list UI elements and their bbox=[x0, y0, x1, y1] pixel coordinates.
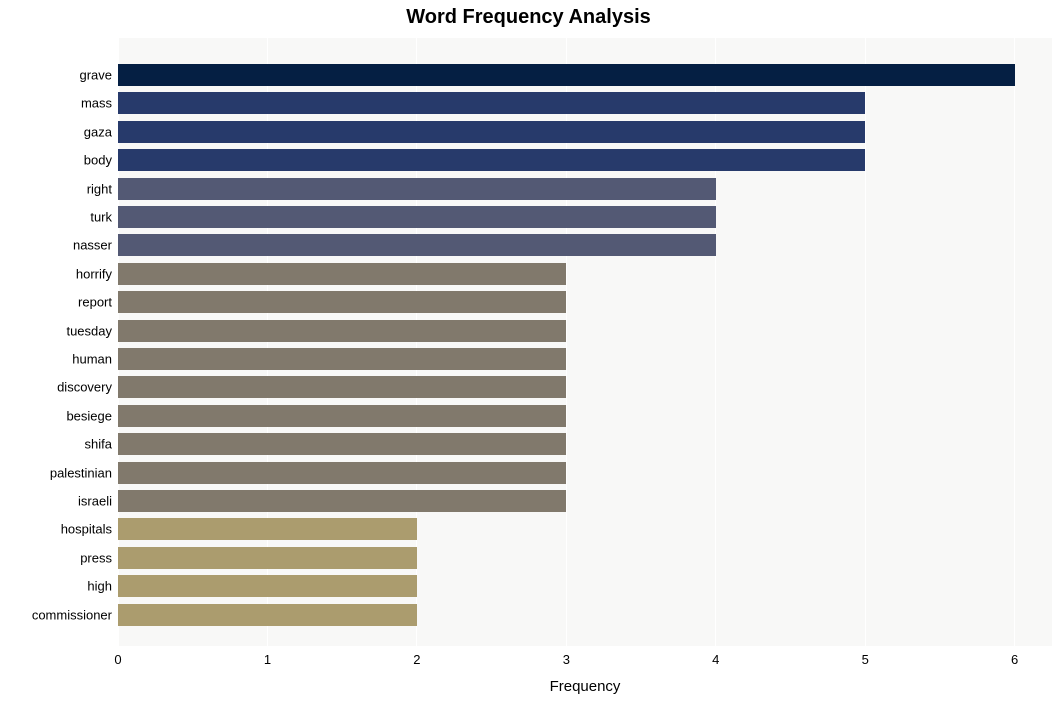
bar bbox=[118, 462, 566, 484]
bar bbox=[118, 348, 566, 370]
y-tick-label: press bbox=[80, 550, 112, 565]
bar bbox=[118, 547, 417, 569]
x-tick-label: 4 bbox=[712, 652, 719, 667]
bar bbox=[118, 405, 566, 427]
y-tick-label: palestinian bbox=[50, 465, 112, 480]
y-tick-label: commissioner bbox=[32, 607, 112, 622]
x-tick-label: 2 bbox=[413, 652, 420, 667]
bar bbox=[118, 234, 716, 256]
y-tick-label: hospitals bbox=[61, 522, 112, 537]
y-tick-label: report bbox=[78, 295, 112, 310]
bar bbox=[118, 604, 417, 626]
bar bbox=[118, 178, 716, 200]
gridline bbox=[1014, 38, 1015, 646]
x-tick-label: 6 bbox=[1011, 652, 1018, 667]
bar bbox=[118, 490, 566, 512]
y-tick-label: turk bbox=[90, 210, 112, 225]
bar bbox=[118, 575, 417, 597]
y-tick-label: grave bbox=[79, 68, 112, 83]
bar bbox=[118, 206, 716, 228]
x-axis-label: Frequency bbox=[550, 678, 621, 695]
y-tick-label: israeli bbox=[78, 494, 112, 509]
bar bbox=[118, 518, 417, 540]
y-tick-label: horrify bbox=[76, 266, 112, 281]
bar bbox=[118, 121, 865, 143]
y-tick-label: nasser bbox=[73, 238, 112, 253]
bar bbox=[118, 433, 566, 455]
bar bbox=[118, 92, 865, 114]
y-tick-label: right bbox=[87, 181, 112, 196]
chart-container: Word Frequency Analysis Frequency 012345… bbox=[0, 0, 1057, 701]
y-tick-label: body bbox=[84, 153, 112, 168]
bar bbox=[118, 291, 566, 313]
y-tick-label: besiege bbox=[66, 408, 112, 423]
bar bbox=[118, 64, 1015, 86]
y-tick-label: human bbox=[72, 352, 112, 367]
chart-title: Word Frequency Analysis bbox=[0, 6, 1057, 29]
y-tick-label: high bbox=[87, 579, 112, 594]
x-tick-label: 3 bbox=[563, 652, 570, 667]
plot-area: Frequency 0123456gravemassgazabodyrightt… bbox=[118, 38, 1052, 646]
y-tick-label: discovery bbox=[57, 380, 112, 395]
x-tick-label: 5 bbox=[862, 652, 869, 667]
bar bbox=[118, 376, 566, 398]
bar bbox=[118, 263, 566, 285]
bar bbox=[118, 149, 865, 171]
bar bbox=[118, 320, 566, 342]
y-tick-label: tuesday bbox=[66, 323, 112, 338]
y-tick-label: mass bbox=[81, 96, 112, 111]
y-tick-label: gaza bbox=[84, 124, 112, 139]
x-tick-label: 1 bbox=[264, 652, 271, 667]
x-tick-label: 0 bbox=[114, 652, 121, 667]
y-tick-label: shifa bbox=[85, 437, 112, 452]
